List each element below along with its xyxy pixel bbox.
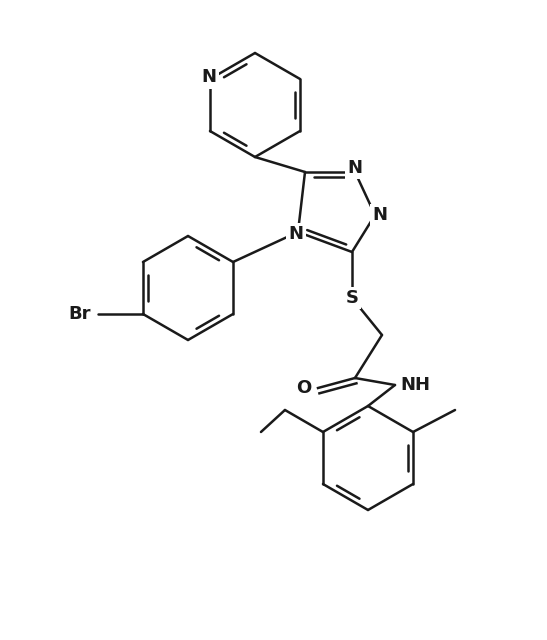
Text: NH: NH: [400, 376, 430, 394]
Text: O: O: [296, 379, 311, 397]
Text: N: N: [201, 68, 217, 86]
Text: N: N: [347, 159, 363, 177]
Text: Br: Br: [68, 305, 91, 323]
Text: N: N: [288, 225, 304, 243]
Text: S: S: [346, 289, 358, 307]
Text: N: N: [373, 206, 387, 224]
